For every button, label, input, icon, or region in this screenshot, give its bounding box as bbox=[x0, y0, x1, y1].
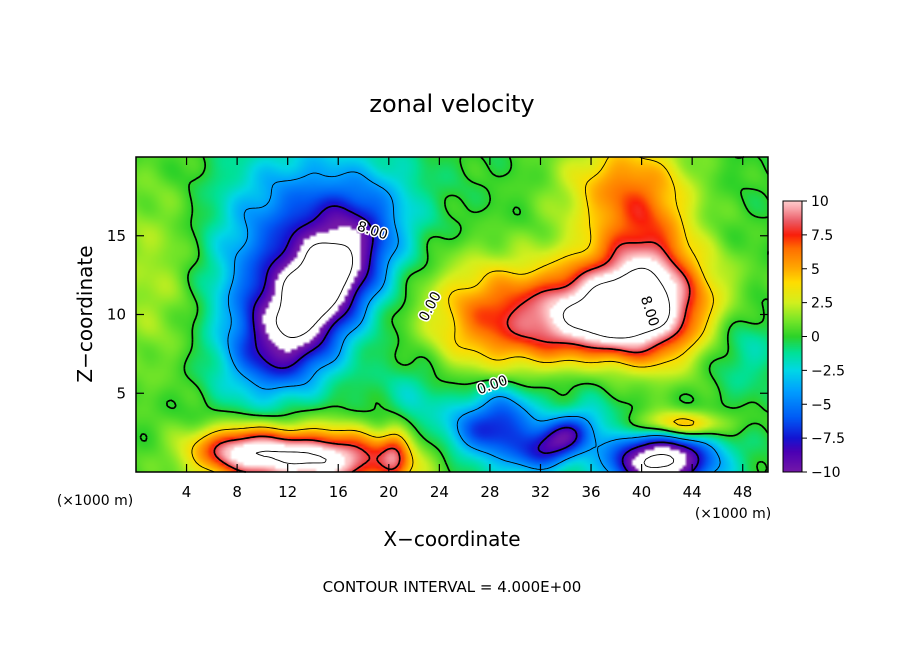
contour-level-neg8 bbox=[252, 205, 700, 473]
contour-level-12 bbox=[255, 267, 671, 465]
x-axis-ticks: 4 8 12 16 20 24 28 32 36 40 44 48 bbox=[182, 157, 752, 501]
x-tick-label-20: 20 bbox=[379, 483, 398, 501]
contour-level-8 bbox=[213, 241, 691, 473]
y-tick-label-5: 5 bbox=[116, 384, 126, 402]
y-tick-label-10: 10 bbox=[107, 306, 126, 324]
colorbar-tick-label-0: 10 bbox=[811, 194, 829, 210]
contour-level-neg12 bbox=[275, 242, 675, 469]
contour-level-neg4 bbox=[227, 171, 721, 473]
chart-title: zonal velocity bbox=[369, 90, 534, 118]
x-tick-label-48: 48 bbox=[733, 483, 752, 501]
contour-interval-note: CONTOUR INTERVAL = 4.000E+00 bbox=[323, 578, 582, 596]
contour-level-4 bbox=[191, 156, 714, 473]
x-tick-label-24: 24 bbox=[430, 483, 449, 501]
x-tick-label-36: 36 bbox=[581, 483, 600, 501]
colorbar-tick-label-7: −7.5 bbox=[811, 431, 845, 447]
x-tick-label-40: 40 bbox=[632, 483, 651, 501]
colorbar-tick-label-3: 2.5 bbox=[811, 296, 833, 312]
x-tick-label-8: 8 bbox=[232, 483, 242, 501]
plot-area: 8.008.000.000.00 bbox=[135, 156, 769, 473]
contour-lines bbox=[139, 156, 769, 473]
colorbar-tick-label-5: −2.5 bbox=[811, 363, 845, 379]
x-unit-right: (×1000 m) bbox=[695, 506, 771, 522]
colorbar-tick-label-1: 7.5 bbox=[811, 228, 833, 244]
x-tick-label-32: 32 bbox=[531, 483, 550, 501]
y-axis-ticks: 5 10 15 bbox=[107, 227, 768, 402]
x-tick-label-12: 12 bbox=[278, 483, 297, 501]
colorbar-tick-label-4: 0 bbox=[811, 330, 820, 346]
x-tick-label-28: 28 bbox=[480, 483, 499, 501]
x-tick-label-4: 4 bbox=[182, 483, 192, 501]
colorbar-ticks: 10 7.5 5 2.5 0 −2.5 −5 −7.5 −10 bbox=[802, 194, 845, 481]
colorbar-tick-label-6: −5 bbox=[811, 397, 832, 413]
colorbar: 10 7.5 5 2.5 0 −2.5 −5 −7.5 −10 bbox=[782, 194, 845, 481]
x-axis-label: X−coordinate bbox=[383, 527, 520, 551]
contour-level-0 bbox=[139, 156, 769, 473]
y-tick-label-15: 15 bbox=[107, 227, 126, 245]
x-unit-left: (×1000 m) bbox=[57, 493, 133, 509]
colorbar-tick-label-8: −10 bbox=[811, 465, 841, 481]
colorbar-tick-label-2: 5 bbox=[811, 262, 820, 278]
colorbar-gradient bbox=[783, 201, 802, 472]
x-tick-label-16: 16 bbox=[329, 483, 348, 501]
x-tick-label-44: 44 bbox=[683, 483, 702, 501]
y-axis-label: Z−coordinate bbox=[73, 245, 97, 382]
